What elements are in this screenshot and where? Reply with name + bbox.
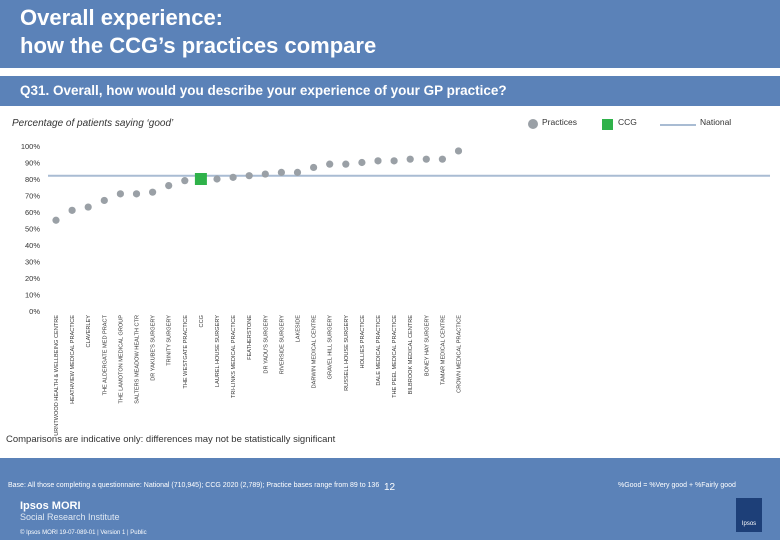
practice-point — [68, 206, 76, 214]
metric-note: %Good = %Very good + %Fairly good — [618, 482, 736, 489]
category-label: DALE MEDICAL PRACTICE — [376, 315, 382, 386]
practice-point — [261, 170, 269, 178]
y-tick-label: 40% — [25, 241, 40, 250]
institute-name: Social Research Institute — [20, 512, 120, 522]
legend-practices-marker — [528, 119, 538, 129]
category-label: FEATHERSTONE — [247, 315, 253, 360]
category-label: THE LAMOTON MEDICAL GROUP — [118, 315, 124, 404]
chart: 0% 10% 20% 30% 40% 50% 60% 70% 80% 90% 100% BURNTWO… — [21, 142, 770, 436]
category-label: HOLLIES PRACTICE — [360, 315, 366, 369]
legend-ccg-marker — [602, 119, 613, 130]
practice-point — [132, 190, 141, 198]
brand-name: Ipsos MORI — [20, 500, 81, 512]
practice-point — [100, 196, 108, 205]
practice-point — [390, 157, 398, 165]
category-label: DR YADU'S SURGERY — [263, 315, 269, 374]
page-title: Overall experience: how the CCG’s practi… — [20, 5, 377, 58]
category-label: RIVERSIDE SURGERY — [279, 315, 285, 375]
category-label: DR YAKUBE'S SURGERY — [151, 315, 157, 381]
practice-point — [165, 182, 173, 190]
base-note: Base: All those completing a questionnai… — [8, 482, 380, 489]
y-tick-label: 70% — [25, 192, 40, 201]
practice-point — [84, 203, 92, 211]
practice-point — [438, 155, 446, 163]
category-label: CROWN MEDICAL PRACTICE — [457, 315, 463, 393]
category-label: CLAVERLEY — [86, 315, 92, 348]
practice-point — [326, 160, 334, 168]
category-label: TRINITY SURGERY — [167, 315, 173, 366]
practice-point — [358, 158, 366, 167]
category-label: SALTERS MEADOW HEALTH CTR — [135, 315, 141, 404]
category-label: THE ALDERGATE MED PRACT — [102, 314, 108, 395]
header-band: Overall experience: how the CCG’s practi… — [0, 0, 780, 68]
y-tick-label: 100% — [21, 142, 41, 151]
category-label: DARWIN MEDICAL CENTRE — [312, 315, 318, 389]
practice-point — [181, 177, 189, 185]
practice-point — [310, 163, 318, 172]
ccg-point — [194, 173, 207, 185]
y-tick-label: 60% — [25, 208, 40, 217]
category-label: CCG — [199, 315, 205, 327]
y-tick-label: 10% — [25, 291, 40, 300]
practice-point — [149, 188, 157, 196]
category-label: GRAVEL HILL SURGERY — [328, 315, 334, 380]
category-label: TRI-LINKS MEDICAL PRACTICE — [231, 315, 237, 398]
footer-band — [0, 458, 780, 540]
practice-point — [406, 155, 414, 163]
practice-point — [342, 160, 350, 168]
category-label: BURNTWOOD HEALTH & WELLBEING CENTRE — [54, 315, 60, 436]
comparison-note: Comparisons are indicative only: differe… — [6, 434, 336, 445]
category-label: TAMAR MEDICAL CENTRE — [440, 315, 446, 385]
practice-point — [277, 168, 285, 176]
category-label: RUSSELL HOUSE SURGERY — [344, 315, 350, 391]
y-tick-label: 30% — [25, 258, 40, 267]
chart-subtitle: Percentage of patients saying ‘good’ — [12, 118, 174, 129]
category-label: THE WESTGATE PRACTICE — [183, 315, 189, 389]
question-text: Q31. Overall, how would you describe you… — [20, 83, 507, 98]
y-tick-label: 80% — [25, 175, 40, 184]
category-label: HEATHVIEW MEDICAL PRACTICE — [70, 315, 76, 404]
legend-national-marker — [660, 124, 696, 126]
ipsos-logo: Ipsos — [736, 498, 762, 532]
practice-point — [374, 157, 382, 165]
category-label: LAUREL HOUSE SURGERY — [215, 315, 221, 387]
practice-point — [422, 155, 430, 163]
y-tick-label: 90% — [25, 159, 40, 168]
y-tick-label: 20% — [25, 274, 40, 283]
practice-point — [454, 147, 463, 155]
practice-point — [229, 173, 237, 181]
y-tick-label: 0% — [29, 307, 40, 316]
practice-point — [116, 190, 124, 198]
page-number: 12 — [384, 482, 396, 493]
practice-point — [52, 216, 60, 224]
practice-point — [293, 168, 302, 176]
category-label: BONEY HAY SURGERY — [424, 315, 430, 376]
legend-national-label: National — [700, 117, 732, 127]
category-label: LAKESIDE — [296, 315, 302, 343]
category-label: BILBROOK MEDICAL CENTRE — [408, 315, 414, 395]
y-tick-label: 50% — [25, 225, 40, 234]
category-label: THE PEEL MEDICAL PRACTICE — [392, 315, 398, 398]
practice-point — [213, 175, 221, 183]
question-band: Q31. Overall, how would you describe you… — [0, 76, 780, 106]
legend-practices-label: Practices — [542, 117, 577, 127]
credit-line: © Ipsos MORI 19-07-089-01 | Version 1 | … — [20, 530, 147, 536]
practice-point — [245, 172, 253, 180]
legend-ccg-label: CCG — [618, 117, 637, 127]
